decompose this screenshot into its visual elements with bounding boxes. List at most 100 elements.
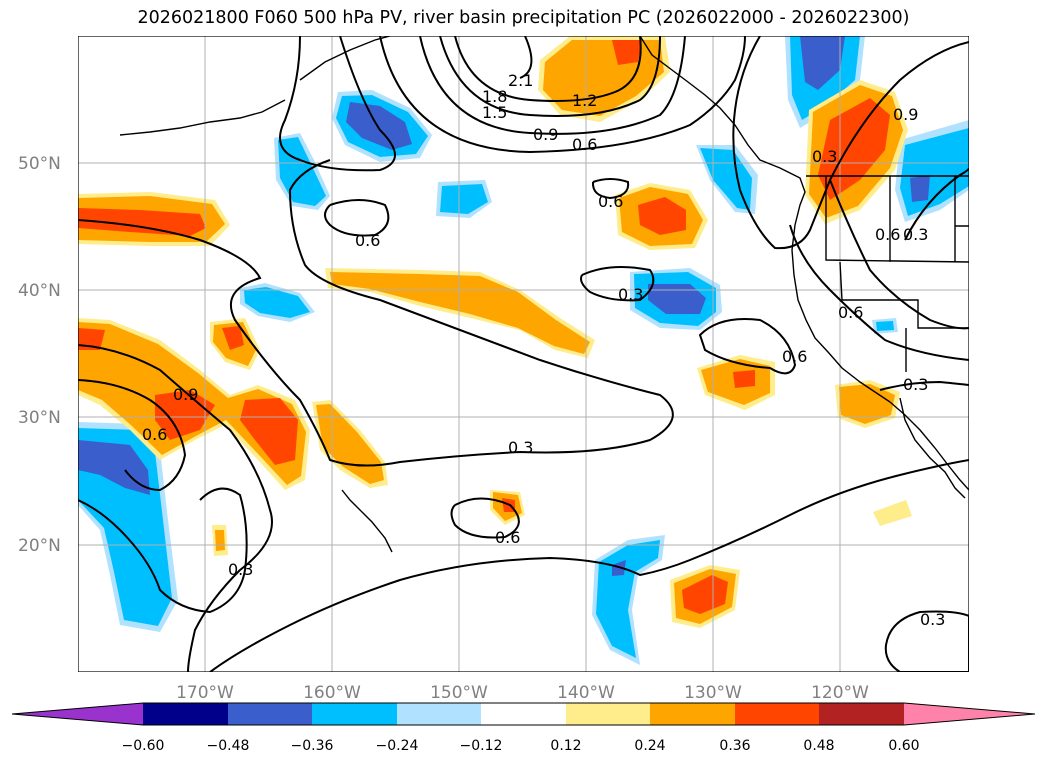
pv-contour <box>379 36 746 154</box>
neg-anomaly-area <box>244 287 310 318</box>
colorbar-segment <box>397 703 481 725</box>
pos-anomaly-area <box>155 390 215 440</box>
colorbar-segment <box>566 703 650 725</box>
pos-anomaly-area <box>839 384 895 424</box>
contour-label: 0.3 <box>508 438 533 457</box>
colorbar-ticks: −0.60 −0.48 −0.36 −0.24 −0.12 0.12 0.24 … <box>122 738 920 754</box>
contour-label: 0.6 <box>142 425 167 444</box>
neg-anomaly-area <box>800 36 845 90</box>
colorbar-segment <box>481 703 566 725</box>
pv-contour <box>519 36 533 79</box>
colorbar-tick-label: 0.48 <box>803 738 834 754</box>
pos-anomaly-area <box>612 40 642 65</box>
colorbar-tick-label: 0.36 <box>719 738 750 754</box>
chart-title: 2026021800 F060 500 hPa PV, river basin … <box>137 8 910 28</box>
contour-label: 0.6 <box>875 225 900 244</box>
map-panel: 2.1 1.8 1.5 1.2 0.9 0.6 0.6 0.6 0.3 0.6 … <box>78 36 969 672</box>
neg-anomaly-area <box>910 175 930 202</box>
pv-contour <box>698 318 797 375</box>
pv-contour <box>78 487 248 614</box>
contour-label: 0.6 <box>782 347 807 366</box>
pos-anomaly-area <box>215 530 225 551</box>
pos-anomaly-area <box>316 404 384 484</box>
lat-label: 30°N <box>18 408 61 428</box>
colorbar-tick-label: 0.12 <box>550 738 581 754</box>
pos-anomaly-area <box>733 370 755 388</box>
neg-anomaly-area <box>78 440 150 495</box>
pos-anomaly-area <box>222 326 244 350</box>
contour-label: 0.3 <box>228 560 253 579</box>
contour-label: 0.3 <box>903 375 928 394</box>
colorbar-tick-label: −0.24 <box>376 738 419 754</box>
lon-label: 120°W <box>811 683 869 703</box>
pos-anomaly-area <box>818 98 890 200</box>
coastlines <box>119 36 969 553</box>
contour-labels: 2.1 1.8 1.5 1.2 0.9 0.6 0.6 0.6 0.3 0.6 … <box>142 71 945 629</box>
pos-anomaly-area <box>330 272 590 354</box>
lon-label: 160°W <box>303 683 361 703</box>
pv-contour <box>829 179 969 330</box>
colorbar-tick-label: −0.12 <box>460 738 503 754</box>
lat-label: 40°N <box>18 281 61 301</box>
colorbar-outline <box>11 702 1036 726</box>
colorbar-extend-high <box>904 703 1035 725</box>
pv-contour <box>419 36 686 135</box>
pv-contours <box>78 36 969 672</box>
colorbar-segment <box>228 703 312 725</box>
pv-contour <box>78 159 674 467</box>
contour-label: 0.9 <box>893 105 918 124</box>
north-america-coast <box>639 36 969 491</box>
lon-label: 170°W <box>176 683 234 703</box>
colorbar-tick-label: −0.60 <box>122 738 165 754</box>
hawaii <box>341 489 393 553</box>
colorbar-segment <box>143 703 228 725</box>
contour-label: 0.3 <box>812 147 837 166</box>
colorbar-tick-label: −0.36 <box>291 738 334 754</box>
pv-contour <box>732 36 969 250</box>
alaska-islands <box>119 99 286 136</box>
contour-label: 0.9 <box>533 125 558 144</box>
pos-anomaly-area <box>638 197 686 235</box>
pv-contour <box>884 610 969 672</box>
neg-anomaly-area <box>648 284 706 314</box>
lon-label: 130°W <box>684 683 742 703</box>
gridlines <box>78 36 969 672</box>
pv-contour <box>78 344 273 672</box>
colorbar-segment <box>650 703 735 725</box>
lat-label: 50°N <box>18 154 61 174</box>
colorbar-tick-label: −0.48 <box>207 738 250 754</box>
lat-labels: 50°N 40°N 30°N 20°N <box>18 154 61 556</box>
pos-anomaly-area <box>78 328 105 350</box>
contour-label: 1.8 <box>482 87 507 106</box>
state-borders <box>825 176 969 372</box>
lat-label: 20°N <box>18 536 61 556</box>
pos-anomaly-area <box>240 398 298 465</box>
pv-contour <box>439 36 661 117</box>
neg-anomaly-area <box>440 184 488 214</box>
neg-anomaly-area <box>346 102 412 150</box>
pv-contour <box>580 266 655 302</box>
pv-contour <box>78 379 187 492</box>
colorbar-tick-label: 0.24 <box>634 738 665 754</box>
contour-label: 0.6 <box>598 192 623 211</box>
colorbar: −0.60 −0.48 −0.36 −0.24 −0.12 0.12 0.24 … <box>11 702 1036 754</box>
pos-anomaly-area <box>682 575 728 614</box>
lon-labels: 170°W 160°W 150°W 140°W 130°W 120°W <box>176 683 869 703</box>
contour-label: 0.3 <box>903 225 928 244</box>
neg-anomaly-area <box>876 321 894 331</box>
baja-coast <box>899 397 966 499</box>
contour-label: 0.6 <box>495 528 520 547</box>
contour-label: 0.3 <box>920 610 945 629</box>
contour-label: 0.6 <box>572 135 597 154</box>
lon-label: 140°W <box>557 683 615 703</box>
pos-anomaly-area <box>78 208 206 236</box>
colorbar-segment <box>819 703 904 725</box>
contour-label: 0.3 <box>618 285 643 304</box>
colorbar-extend-low <box>12 703 143 725</box>
contour-label: 1.2 <box>572 91 597 110</box>
contour-label: 0.6 <box>838 303 863 322</box>
colorbar-tick-label: 0.60 <box>888 738 919 754</box>
lon-label: 150°W <box>430 683 488 703</box>
colorbar-segment <box>312 703 397 725</box>
contour-label: 2.1 <box>508 71 533 90</box>
